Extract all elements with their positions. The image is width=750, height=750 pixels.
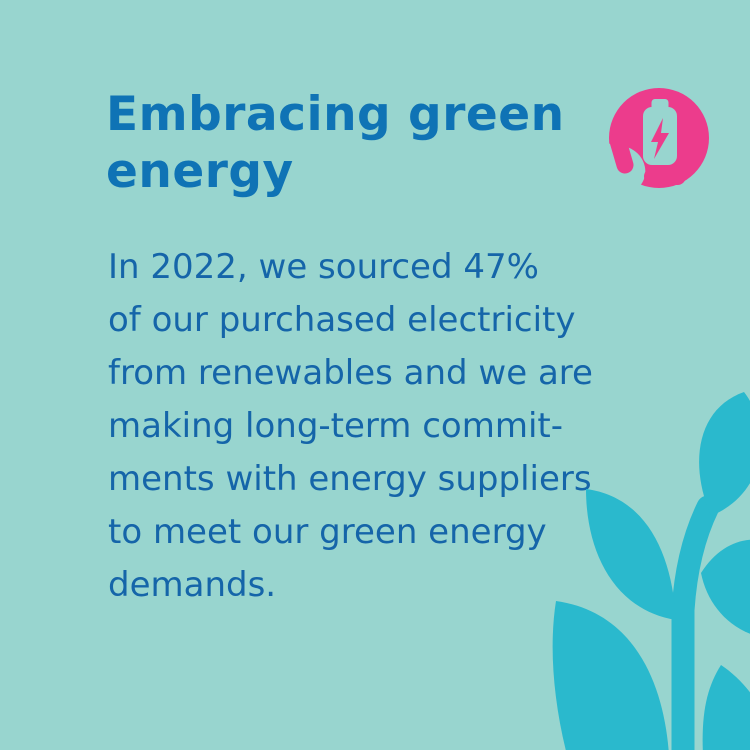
plant-sprout-icon (530, 380, 750, 750)
battery-charging-icon (602, 88, 710, 191)
body-text-line: making long-term commit- (108, 406, 564, 446)
body-text-line: ments with energy suppliers (108, 459, 592, 499)
body-text-line: from renewables and we are (108, 353, 593, 393)
body-text: In 2022, we sourced 47% of our purchased… (108, 241, 648, 612)
body-text-line: of our purchased electricity (108, 300, 576, 340)
page-title: Embracing green energy (106, 86, 565, 200)
body-text-line: In 2022, we sourced 47% (108, 247, 539, 287)
body-text-line: demands. (108, 565, 277, 605)
body-text-line: to meet our green energy (108, 512, 547, 552)
title-line-2: energy (106, 144, 294, 199)
title-line-1: Embracing green (106, 87, 565, 142)
